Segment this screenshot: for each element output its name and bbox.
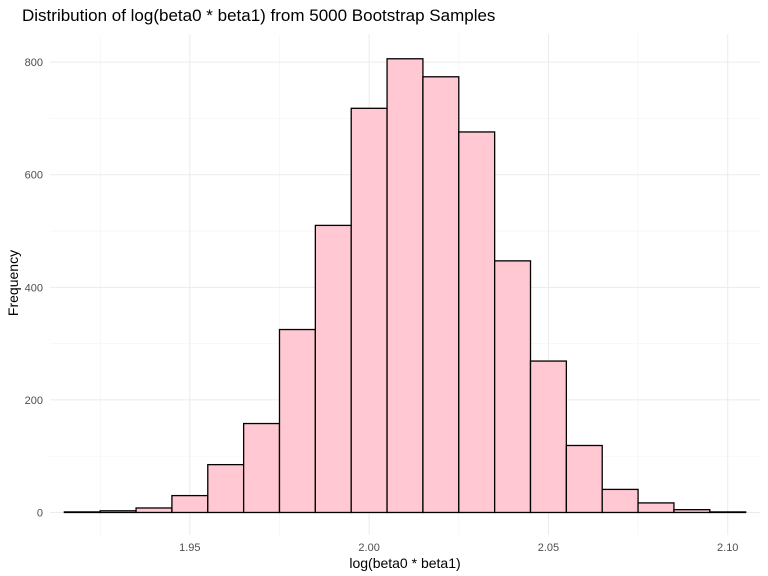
histogram-bar (529, 360, 568, 514)
y-tick-label: 0 (37, 507, 43, 519)
x-tick-label: 2.05 (538, 542, 559, 554)
histogram-bar (565, 444, 603, 514)
y-tick-label: 600 (25, 170, 43, 182)
histogram-bar (99, 510, 137, 514)
y-axis-ticks: 0 200 400 600 800 (25, 57, 43, 519)
histogram-bar (422, 76, 460, 514)
x-axis-ticks: 1.95 2.00 2.05 2.10 (179, 542, 738, 554)
x-tick-label: 2.00 (358, 542, 379, 554)
y-tick-label: 800 (25, 57, 43, 69)
histogram-bars (63, 58, 747, 514)
histogram-bar (207, 463, 245, 514)
histogram-bar (171, 494, 209, 514)
y-axis-title: Frequency (5, 250, 21, 316)
x-tick-label: 2.10 (717, 542, 738, 554)
histogram-bar (386, 58, 424, 514)
histogram-bar (637, 502, 675, 514)
x-axis-title: log(beta0 * beta1) (349, 555, 460, 571)
y-tick-label: 400 (25, 282, 43, 294)
y-tick-label: 200 (25, 395, 43, 407)
histogram-bar (493, 260, 532, 514)
histogram-bar (601, 488, 639, 514)
histogram-bar (278, 328, 317, 514)
chart-title: Distribution of log(beta0 * beta1) from … (22, 6, 495, 25)
histogram-bar (709, 511, 747, 514)
histogram-bar (314, 224, 352, 514)
histogram-bar (242, 422, 281, 514)
histogram-bar (63, 511, 101, 514)
histogram-bar (350, 107, 388, 514)
x-tick-label: 1.95 (179, 542, 200, 554)
histogram-bar (458, 131, 496, 514)
histogram-bar (135, 507, 173, 514)
histogram-bar (673, 509, 711, 514)
